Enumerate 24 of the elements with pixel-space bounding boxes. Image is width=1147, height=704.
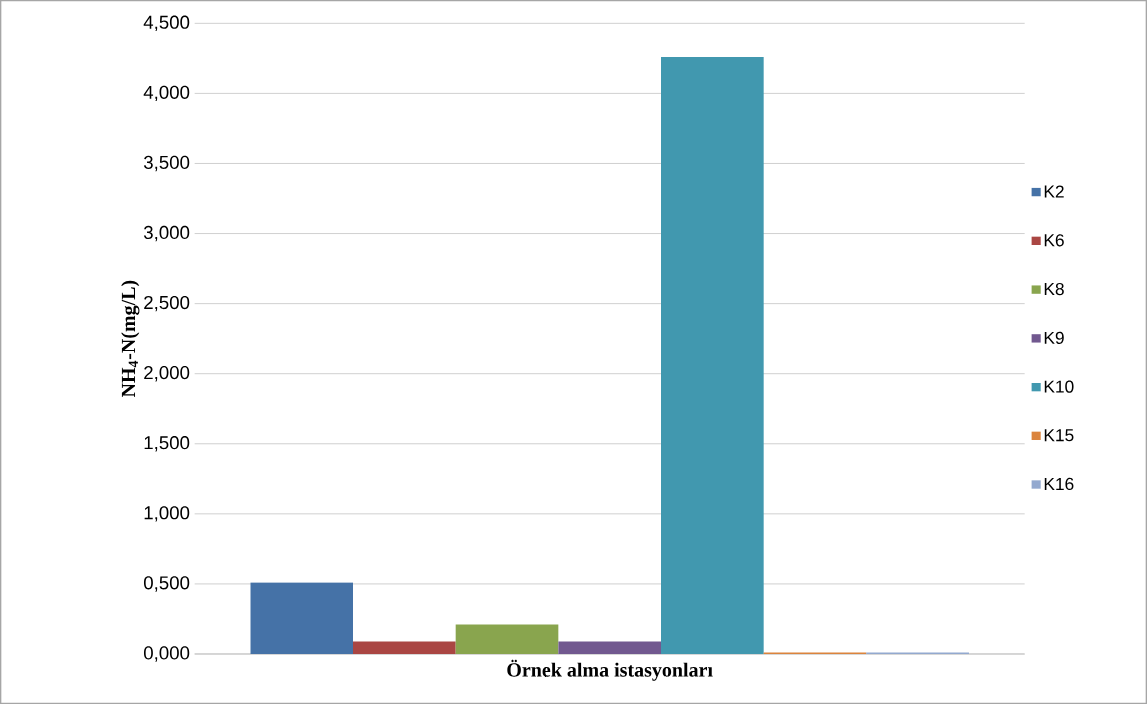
y-tick-label: 4,000	[143, 85, 190, 102]
y-tick-label: 2,000	[144, 365, 190, 382]
bar	[250, 582, 353, 654]
y-tick-label: 1,500	[144, 436, 190, 452]
legend-label: K15	[1044, 429, 1074, 442]
legend-label: K16	[1044, 477, 1074, 491]
x-axis-title: Örnek alma istasyonları	[507, 659, 713, 681]
legend-label: K2	[1044, 185, 1064, 198]
legend-label: K10	[1044, 380, 1074, 393]
bar	[455, 624, 559, 654]
bar	[558, 641, 661, 654]
y-axis-title: NH$_{4}$-N(mg/L)	[121, 280, 140, 398]
y-tick-label: 3,000	[143, 225, 190, 242]
y-tick-label: 4,500	[143, 15, 190, 32]
y-tick-label: 1,000	[144, 506, 190, 522]
legend-label: K6	[1044, 234, 1064, 247]
y-tick-label: 0,500	[143, 576, 190, 592]
bar	[353, 641, 456, 654]
y-tick-label: 2,500	[144, 295, 190, 312]
y-tick-label: 0,000	[143, 646, 190, 662]
bar	[661, 56, 764, 654]
y-tick-label: 3,500	[143, 155, 190, 172]
legend-label: K9	[1044, 331, 1064, 344]
legend-label: K8	[1044, 282, 1064, 296]
